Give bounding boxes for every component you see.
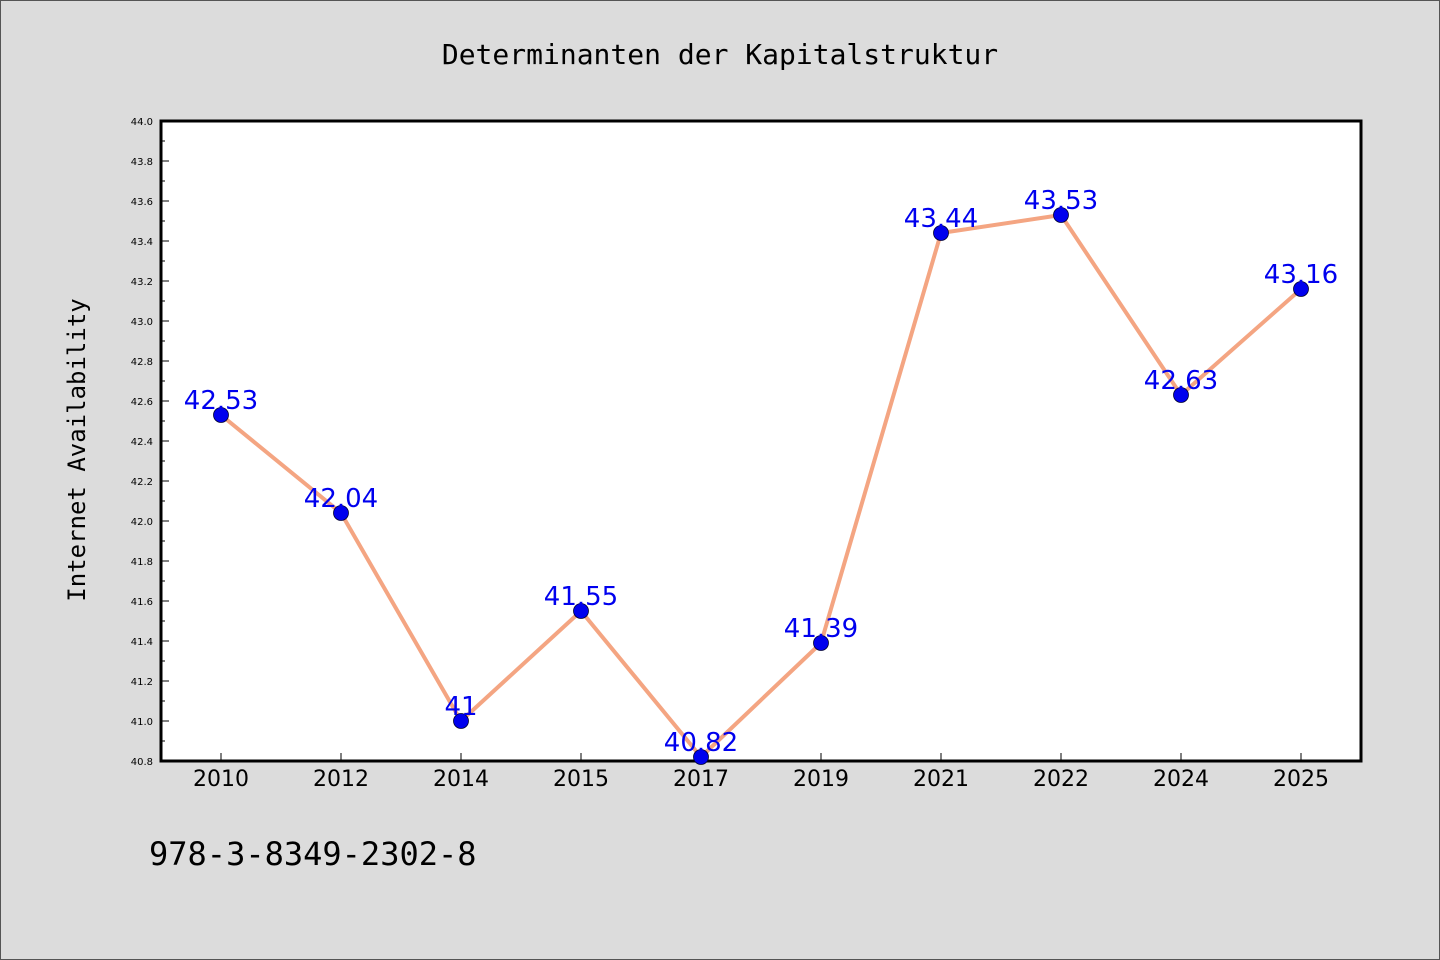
data-label: 43.16 xyxy=(1264,260,1338,290)
data-label: 41.39 xyxy=(784,614,858,644)
y-tick-label: 43.6 xyxy=(131,197,153,208)
data-point xyxy=(693,749,709,765)
data-point xyxy=(1293,281,1309,297)
y-tick-label: 41.2 xyxy=(131,677,153,688)
data-label: 42.53 xyxy=(184,386,258,416)
y-tick-label: 44.0 xyxy=(131,117,153,128)
series-lines xyxy=(219,213,1303,759)
x-tick-label: 2012 xyxy=(313,767,369,792)
data-point xyxy=(813,635,829,651)
series-markers xyxy=(213,207,1309,765)
data-label: 41 xyxy=(444,692,477,722)
series-labels: 42.53 42.04 41 41.55 40.82 41.39 43.44 43.53 42.… xyxy=(184,186,1338,758)
x-axis: 2010 2012 2014 2015 2017 2019 2021 2022 2024 2025 xyxy=(193,753,1329,792)
x-tick-label: 2021 xyxy=(913,767,969,792)
x-tick-label: 2014 xyxy=(433,767,489,792)
x-tick-label: 2025 xyxy=(1273,767,1329,792)
data-point xyxy=(333,505,349,521)
data-label: 42.04 xyxy=(304,484,378,514)
x-tick-label: 2015 xyxy=(553,767,609,792)
y-tick-label: 43.8 xyxy=(131,157,153,168)
y-tick-label: 41.0 xyxy=(131,717,153,728)
y-tick-label: 43.4 xyxy=(131,237,153,248)
y-tick-label: 43.0 xyxy=(131,317,153,328)
y-tick-label: 40.8 xyxy=(131,757,153,768)
data-label: 40.82 xyxy=(664,728,738,758)
x-tick-label: 2019 xyxy=(793,767,849,792)
x-tick-label: 2010 xyxy=(193,767,249,792)
y-tick-label: 42.2 xyxy=(131,477,153,488)
x-tick-label: 2022 xyxy=(1033,767,1089,792)
data-label: 43.53 xyxy=(1024,186,1098,216)
data-point xyxy=(1053,207,1069,223)
y-tick-label: 42.4 xyxy=(131,437,153,448)
y-tick-label: 41.6 xyxy=(131,597,153,608)
y-tick-label: 42.8 xyxy=(131,357,153,368)
x-tick-label: 2017 xyxy=(673,767,729,792)
y-tick-label: 41.8 xyxy=(131,557,153,568)
data-point xyxy=(573,603,589,619)
isbn-annotation: 978-3-8349-2302-8 xyxy=(149,835,477,873)
y-axis: 40.8 41.0 41.2 41.4 41.6 41.8 42.0 42.2 42.4 42.6… xyxy=(131,117,169,768)
y-tick-label: 42.0 xyxy=(131,517,153,528)
data-label: 42.63 xyxy=(1144,366,1218,396)
y-axis-label: Internet Availability xyxy=(63,298,91,601)
series-line xyxy=(219,213,1303,759)
data-point xyxy=(933,225,949,241)
data-label: 41.55 xyxy=(544,582,618,612)
y-tick-label: 43.2 xyxy=(131,277,153,288)
data-point xyxy=(453,713,469,729)
data-point xyxy=(1173,387,1189,403)
chart-title: Determinanten der Kapitalstruktur xyxy=(442,38,998,71)
y-tick-label: 41.4 xyxy=(131,637,153,648)
y-tick-label: 42.6 xyxy=(131,397,153,408)
data-label: 43.44 xyxy=(904,204,978,234)
x-tick-label: 2024 xyxy=(1153,767,1209,792)
data-point xyxy=(213,407,229,423)
plot-area xyxy=(159,119,1363,763)
